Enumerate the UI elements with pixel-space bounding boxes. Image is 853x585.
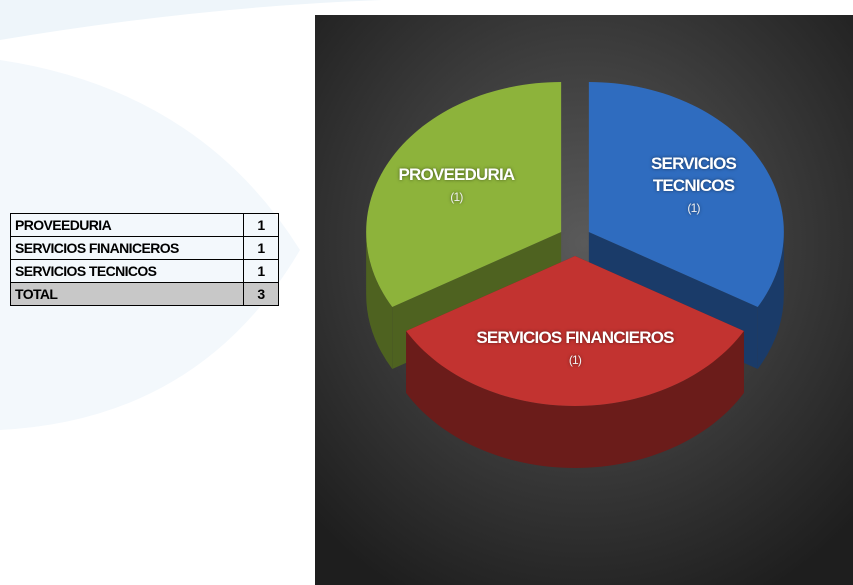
value-label: (1) [568, 353, 582, 367]
slice-label: PROVEEDURIA (1) [386, 164, 526, 208]
table-row: SERVICIOS FINANICEROS 1 [10, 236, 279, 260]
chart [315, 15, 853, 585]
row-value: 3 [243, 282, 279, 306]
row-value: 1 [243, 259, 279, 283]
slice-side [406, 331, 744, 468]
slice [366, 82, 562, 307]
row-label: PROVEEDURIA [10, 213, 244, 237]
row-label: SERVICIOS FINANICEROS [10, 236, 244, 260]
slice-side [366, 232, 393, 369]
background-shape [0, 0, 560, 40]
row-label: SERVICIOS TECNICOS [10, 259, 244, 283]
slice-label: SERVICIOS TECNICOS (1) [639, 153, 749, 219]
row-value: 1 [243, 213, 279, 237]
value-label: (1) [687, 200, 700, 215]
category-label: SERVICIOS TECNICOS [651, 153, 737, 195]
row-label: TOTAL [10, 282, 244, 306]
table-row: SERVICIOS TECNICOS 1 [10, 259, 279, 283]
slice-side [757, 232, 784, 369]
value-label: (1) [450, 189, 463, 204]
slice-label: SERVICIOS FINANCIEROS (1) [445, 327, 705, 371]
slice [588, 82, 784, 307]
row-value: 1 [243, 236, 279, 260]
category-label: SERVICIOS FINANCIEROS [476, 328, 674, 347]
category-label: PROVEEDURIA [398, 164, 515, 184]
summary-table: PROVEEDURIA 1 SERVICIOS FINANICEROS 1 SERVIC… [10, 213, 279, 306]
table-row: TOTAL 3 [10, 282, 279, 306]
table-row: PROVEEDURIA 1 [10, 213, 279, 237]
